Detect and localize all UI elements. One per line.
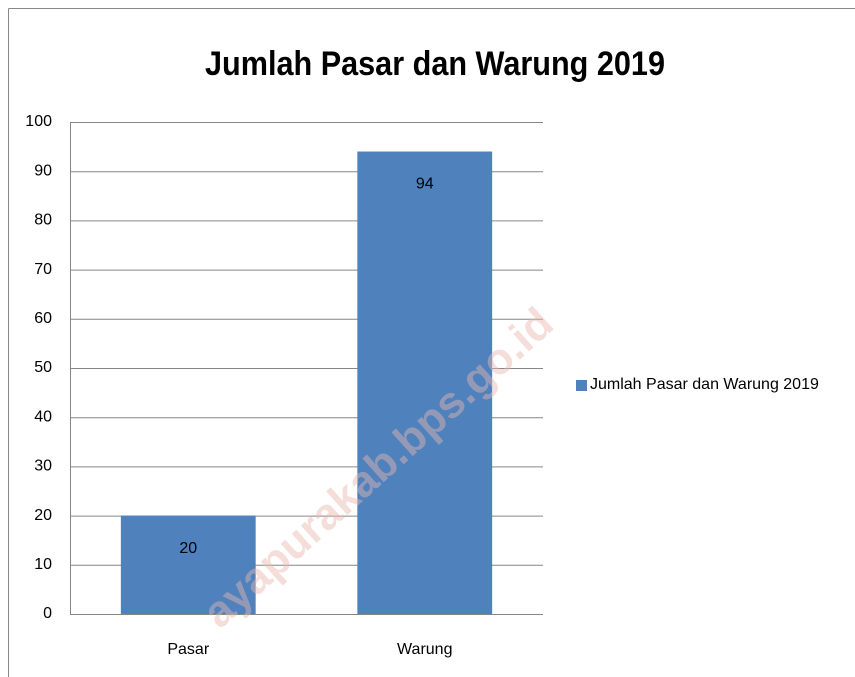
- x-tick-label: Pasar: [167, 641, 209, 658]
- y-tick-label: 70: [34, 261, 52, 278]
- x-tick-label: Warung: [397, 641, 452, 658]
- y-tick-label: 20: [34, 507, 52, 524]
- data-label: 20: [179, 540, 197, 557]
- legend-swatch: [576, 380, 587, 391]
- data-label: 94: [416, 176, 434, 193]
- y-tick-label: 0: [43, 605, 52, 622]
- y-tick-label: 50: [34, 359, 52, 376]
- bar: [357, 151, 493, 614]
- y-tick-label: 90: [34, 162, 52, 179]
- bar: [120, 515, 256, 614]
- y-tick-label: 30: [34, 458, 52, 475]
- y-tick-label: 40: [34, 408, 52, 425]
- chart-title: Jumlah Pasar dan Warung 2019: [205, 45, 665, 83]
- legend-label: Jumlah Pasar dan Warung 2019: [590, 376, 819, 393]
- y-tick-label: 60: [34, 310, 52, 327]
- y-tick-label: 100: [25, 113, 52, 130]
- y-tick-label: 80: [34, 212, 52, 229]
- y-tick-label: 10: [34, 556, 52, 573]
